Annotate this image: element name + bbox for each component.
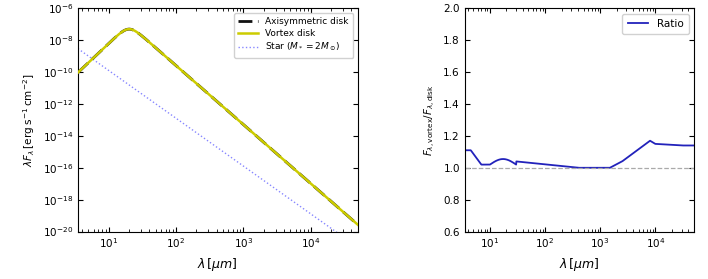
Ratio	[460, 149, 469, 152]
Star $(M_* = 2M_\odot)$	[74, 47, 82, 50]
Ratio	[553, 164, 561, 167]
Vortex disk	[198, 86, 206, 90]
Ratio	[639, 144, 648, 147]
Ratio	[561, 165, 570, 168]
Legend: Axisymmetric disk, Vortex disk, Star $(M_* = 2M_\odot)$: Axisymmetric disk, Vortex disk, Star $(M…	[234, 13, 353, 58]
Axisymmetric disk	[187, 77, 195, 81]
Ratio	[644, 141, 652, 144]
Star $(M_* = 2M_\odot)$	[197, 134, 205, 138]
Star $(M_* = 2M_\odot)$	[102, 67, 110, 71]
Axisymmetric disk	[292, 169, 301, 173]
Axisymmetric disk	[198, 86, 206, 90]
Star $(M_* = 2M_\odot)$	[353, 246, 362, 249]
Y-axis label: $\lambda F_\lambda\,[\mathrm{erg\;s^{-1}\,cm^{-2}}]$: $\lambda F_\lambda\,[\mathrm{erg\;s^{-1}…	[21, 73, 38, 167]
X-axis label: $\lambda\,[\mu m]$: $\lambda\,[\mu m]$	[198, 256, 239, 273]
Line: Star $(M_* = 2M_\odot)$: Star $(M_* = 2M_\odot)$	[78, 49, 358, 247]
Vortex disk	[187, 77, 195, 81]
Axisymmetric disk	[74, 71, 82, 74]
Vortex disk	[74, 71, 82, 74]
Y-axis label: $F_{\lambda,\mathrm{vortex}}/F_{\lambda,\mathrm{disk}}$: $F_{\lambda,\mathrm{vortex}}/F_{\lambda,…	[423, 84, 438, 156]
Line: Ratio: Ratio	[464, 141, 694, 168]
Ratio	[618, 160, 627, 163]
Vortex disk	[266, 146, 275, 150]
X-axis label: $\lambda\,[\mu m]$: $\lambda\,[\mu m]$	[559, 256, 600, 273]
Vortex disk	[297, 174, 306, 177]
Line: Vortex disk: Vortex disk	[78, 29, 358, 225]
Vortex disk	[102, 44, 110, 47]
Axisymmetric disk	[297, 174, 306, 177]
Ratio	[690, 144, 698, 147]
Axisymmetric disk	[102, 44, 110, 47]
Line: Axisymmetric disk: Axisymmetric disk	[78, 29, 358, 225]
Legend: Ratio: Ratio	[622, 14, 689, 34]
Axisymmetric disk	[266, 146, 275, 150]
Ratio	[484, 163, 492, 166]
Star $(M_* = 2M_\odot)$	[266, 183, 275, 187]
Vortex disk	[292, 169, 301, 173]
Axisymmetric disk	[125, 27, 133, 31]
Axisymmetric disk	[353, 223, 362, 227]
Vortex disk	[125, 27, 133, 31]
Star $(M_* = 2M_\odot)$	[187, 127, 195, 131]
Star $(M_* = 2M_\odot)$	[292, 202, 300, 205]
Ratio	[646, 139, 654, 142]
Vortex disk	[353, 223, 362, 227]
Star $(M_* = 2M_\odot)$	[297, 205, 305, 209]
Ratio	[574, 166, 583, 169]
